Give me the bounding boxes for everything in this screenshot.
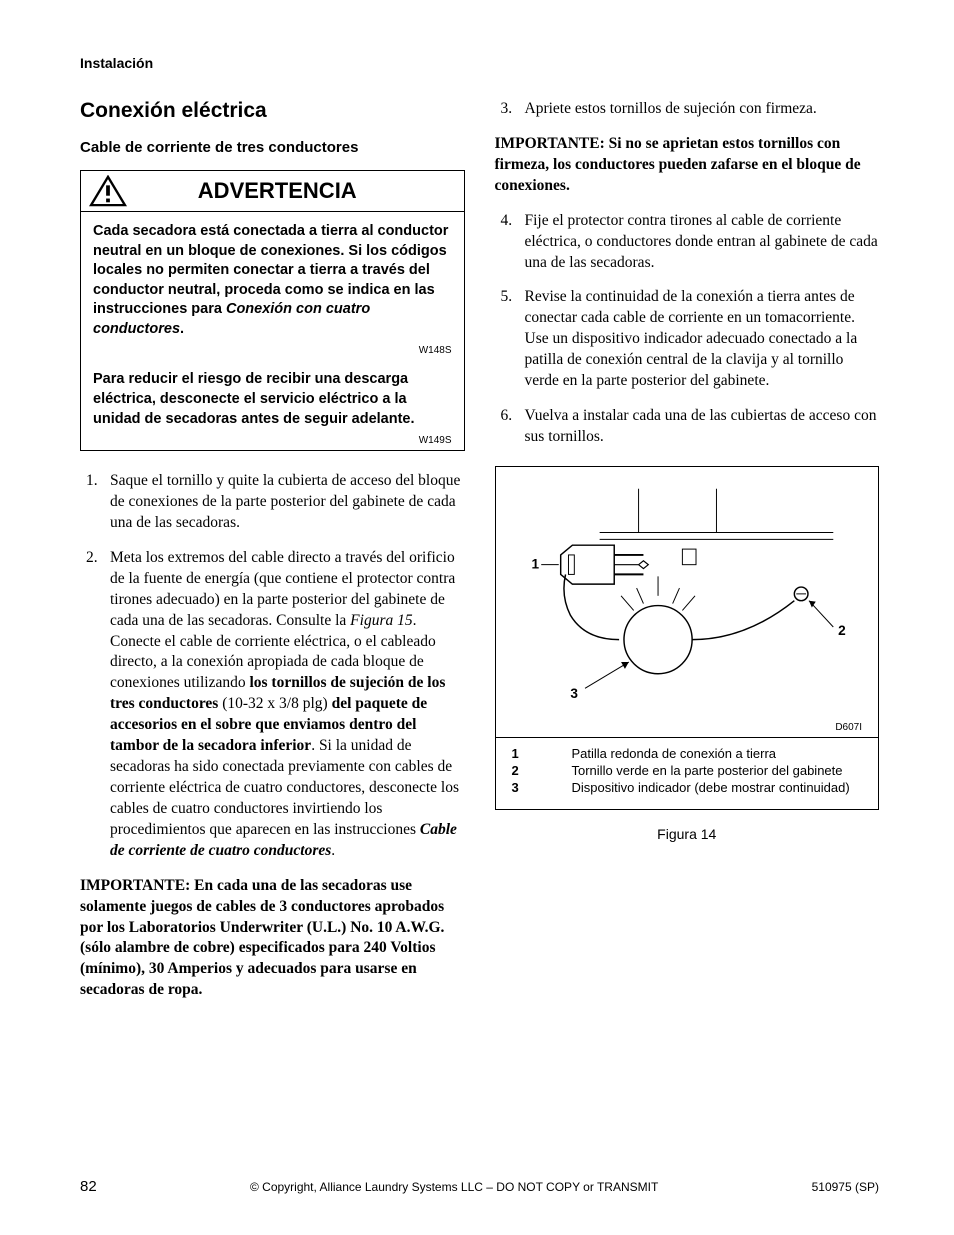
left-column: Conexión eléctrica Cable de corriente de…: [80, 99, 465, 1015]
legend-text-2: Tornillo verde en la parte posterior del…: [572, 763, 863, 778]
figure-caption: Figura 14: [495, 826, 880, 842]
figure-image: 1 2 3: [496, 467, 879, 722]
footer-page-number: 82: [80, 1178, 97, 1195]
page-footer: 82 © Copyright, Alliance Laundry Systems…: [80, 1178, 879, 1195]
step-3: Apriete estos tornillos de sujeción con …: [495, 99, 880, 120]
legend-num-2: 2: [512, 763, 572, 778]
figure-code: D607I: [496, 722, 879, 737]
content-area: Conexión eléctrica Cable de corriente de…: [80, 99, 879, 1015]
figure-legend: 1 Patilla redonda de conexión a tierra 2…: [496, 737, 879, 809]
warning-header: ADVERTENCIA: [81, 171, 464, 212]
step-6: Vuelva a instalar cada una de las cubier…: [495, 406, 880, 448]
warning-code-2: W149S: [81, 435, 464, 450]
step-2-i: .: [331, 842, 335, 859]
step-2-e: (10-32 x 3/8 plg): [218, 695, 331, 712]
steps-list-left: Saque el tornillo y quite la cubierta de…: [80, 471, 465, 862]
warning-triangle-icon: [89, 175, 127, 207]
section-title: Conexión eléctrica: [80, 99, 465, 123]
legend-row-2: 2 Tornillo verde en la parte posterior d…: [512, 763, 863, 778]
legend-row-1: 1 Patilla redonda de conexión a tierra: [512, 746, 863, 761]
callout-1-label: 1: [531, 556, 539, 571]
legend-text-1: Patilla redonda de conexión a tierra: [572, 746, 863, 761]
warning-code-1: W148S: [81, 345, 464, 360]
legend-num-3: 3: [512, 780, 572, 795]
callout-2-label: 2: [838, 623, 846, 638]
step-2-b: Figura 15: [350, 612, 412, 629]
steps-list-right-1: Apriete estos tornillos de sujeción con …: [495, 99, 880, 120]
right-column: Apriete estos tornillos de sujeción con …: [495, 99, 880, 1015]
important-note-left: IMPORTANTE: En cada una de las secadoras…: [80, 876, 465, 1002]
legend-text-3: Dispositivo indicador (debe mostrar cont…: [572, 780, 863, 795]
footer-docnum: 510975 (SP): [812, 1180, 879, 1194]
steps-list-right-2: Fije el protector contra tirones al cabl…: [495, 211, 880, 448]
figure-svg: 1 2 3: [512, 479, 863, 713]
footer-copyright: © Copyright, Alliance Laundry Systems LL…: [250, 1180, 658, 1194]
warning-title: ADVERTENCIA: [137, 178, 456, 204]
warning-text-1c: .: [180, 321, 184, 337]
page-header: Instalación: [80, 55, 879, 71]
callout-3-label: 3: [570, 686, 578, 701]
legend-row-3: 3 Dispositivo indicador (debe mostrar co…: [512, 780, 863, 795]
figure-box: 1 2 3 D607I 1 Patilla redonda de conexió…: [495, 466, 880, 810]
step-5: Revise la continuidad de la conexión a t…: [495, 287, 880, 392]
warning-box: ADVERTENCIA Cada secadora está conectada…: [80, 170, 465, 451]
warning-paragraph-1: Cada secadora está conectada a tierra al…: [81, 212, 464, 345]
subsection-title: Cable de corriente de tres conductores: [80, 139, 465, 156]
important-note-right: IMPORTANTE: Si no se aprietan estos torn…: [495, 134, 880, 197]
warning-paragraph-2: Para reducir el riesgo de recibir una de…: [81, 360, 464, 435]
legend-num-1: 1: [512, 746, 572, 761]
step-1: Saque el tornillo y quite la cubierta de…: [80, 471, 465, 534]
step-4: Fije el protector contra tirones al cabl…: [495, 211, 880, 274]
step-2: Meta los extremos del cable directo a tr…: [80, 548, 465, 862]
